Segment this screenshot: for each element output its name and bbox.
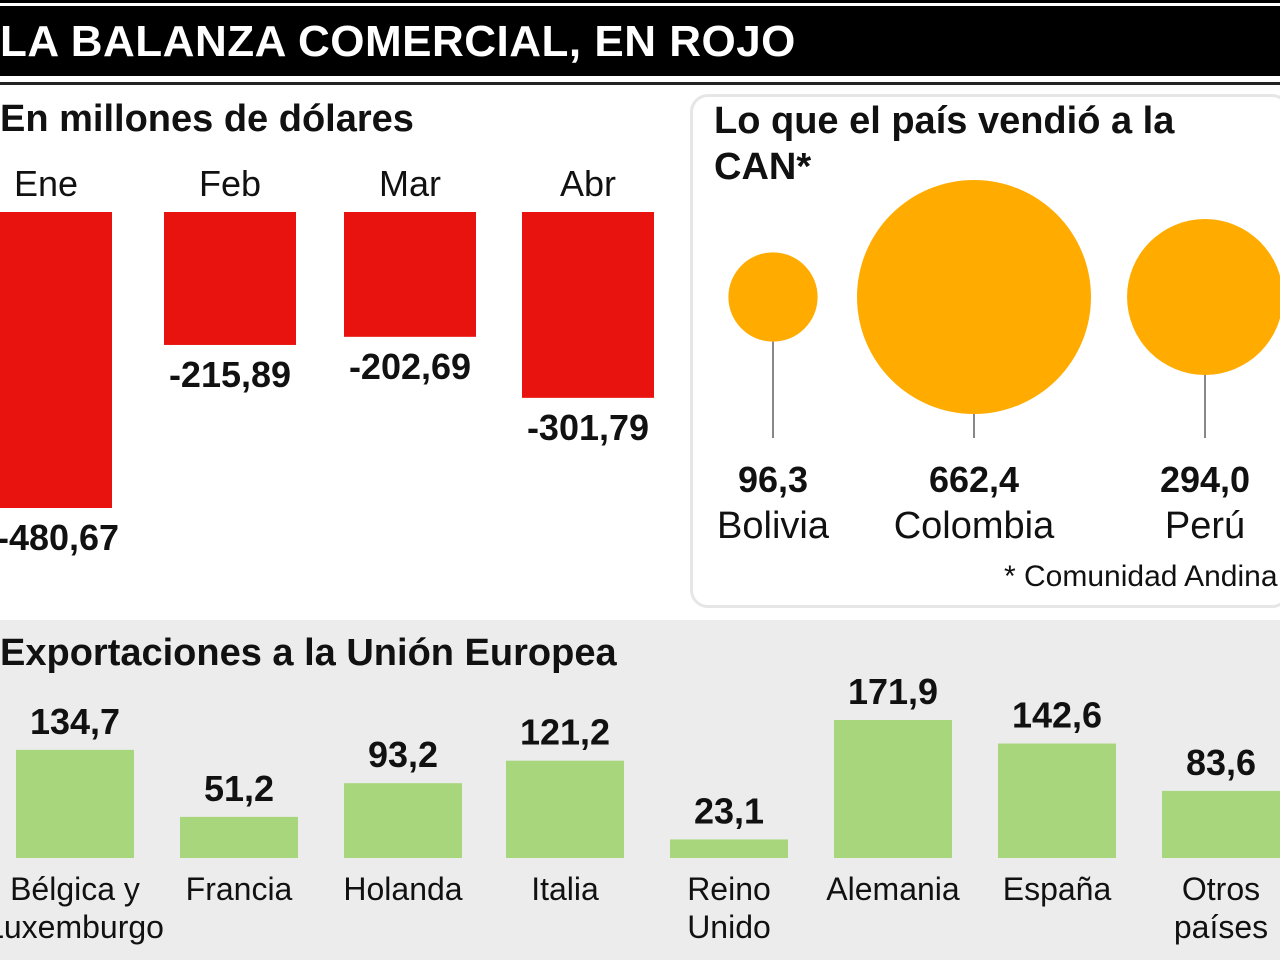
eu-country-label: Reino — [687, 871, 771, 907]
eu-country-label: Luxemburgo — [0, 909, 164, 945]
eu-value-label: 83,6 — [1186, 742, 1256, 783]
header-rule — [0, 82, 1280, 85]
can-bubble — [857, 180, 1091, 414]
balance-bar — [164, 212, 296, 345]
balance-bar — [344, 212, 476, 337]
header-top-line — [0, 0, 1280, 3]
can-country-label: Colombia — [894, 505, 1055, 547]
eu-bar — [506, 760, 624, 858]
can-country-label: Bolivia — [717, 505, 830, 547]
eu-country-label: países — [1174, 909, 1268, 945]
eu-value-label: 93,2 — [368, 734, 438, 775]
can-value-label: 294,0 — [1160, 459, 1250, 500]
eu-bar — [344, 783, 462, 858]
header-band — [0, 6, 1280, 76]
can-chart-title: Lo que el país vendió a la CAN* — [714, 100, 1175, 188]
can-value-label: 96,3 — [738, 459, 808, 500]
balance-chart-subtitle: En millones de dólares — [0, 98, 414, 140]
eu-country-label: Francia — [186, 871, 293, 907]
eu-value-label: 51,2 — [204, 768, 274, 809]
eu-bar — [1162, 790, 1280, 858]
eu-value-label: 142,6 — [1012, 695, 1102, 736]
eu-value-label: 134,7 — [30, 701, 120, 742]
balance-bar — [0, 212, 112, 508]
eu-value-label: 121,2 — [520, 712, 610, 753]
eu-bar — [180, 816, 298, 858]
eu-country-label: Alemania — [826, 871, 960, 907]
eu-country-label: Italia — [531, 871, 599, 907]
balance-bar — [522, 212, 654, 398]
eu-bar — [670, 839, 788, 858]
eu-value-label: 23,1 — [694, 790, 764, 831]
eu-country-label: Holanda — [343, 871, 462, 907]
eu-country-label: Bélgica y — [10, 871, 140, 907]
month-label: Ene — [14, 163, 78, 204]
eu-country-label: Otros — [1182, 871, 1260, 907]
eu-chart-title: Exportaciones a la Unión Europea — [0, 632, 617, 674]
header-banner: LA BALANZA COMERCIAL, EN ROJO — [0, 0, 1280, 90]
month-label: Mar — [379, 163, 441, 204]
can-bubble — [728, 252, 818, 342]
can-bubble — [1127, 219, 1280, 375]
page-title: LA BALANZA COMERCIAL, EN ROJO — [0, 17, 796, 66]
eu-bar — [16, 749, 134, 858]
month-label: Feb — [199, 163, 261, 204]
month-label: Abr — [560, 163, 616, 204]
balance-value-label: -215,89 — [169, 354, 291, 395]
can-country-label: Perú — [1165, 505, 1245, 547]
can-footnote: * Comunidad Andina — [1004, 560, 1278, 593]
eu-country-label: Unido — [687, 909, 771, 945]
balance-value-label: -480,67 — [0, 517, 119, 558]
eu-bar — [998, 743, 1116, 858]
balance-value-label: -202,69 — [349, 346, 471, 387]
eu-value-label: 171,9 — [848, 671, 938, 712]
balance-value-label: -301,79 — [527, 407, 649, 448]
can-value-label: 662,4 — [929, 459, 1019, 500]
eu-country-label: España — [1003, 871, 1112, 907]
eu-bar — [834, 720, 952, 858]
